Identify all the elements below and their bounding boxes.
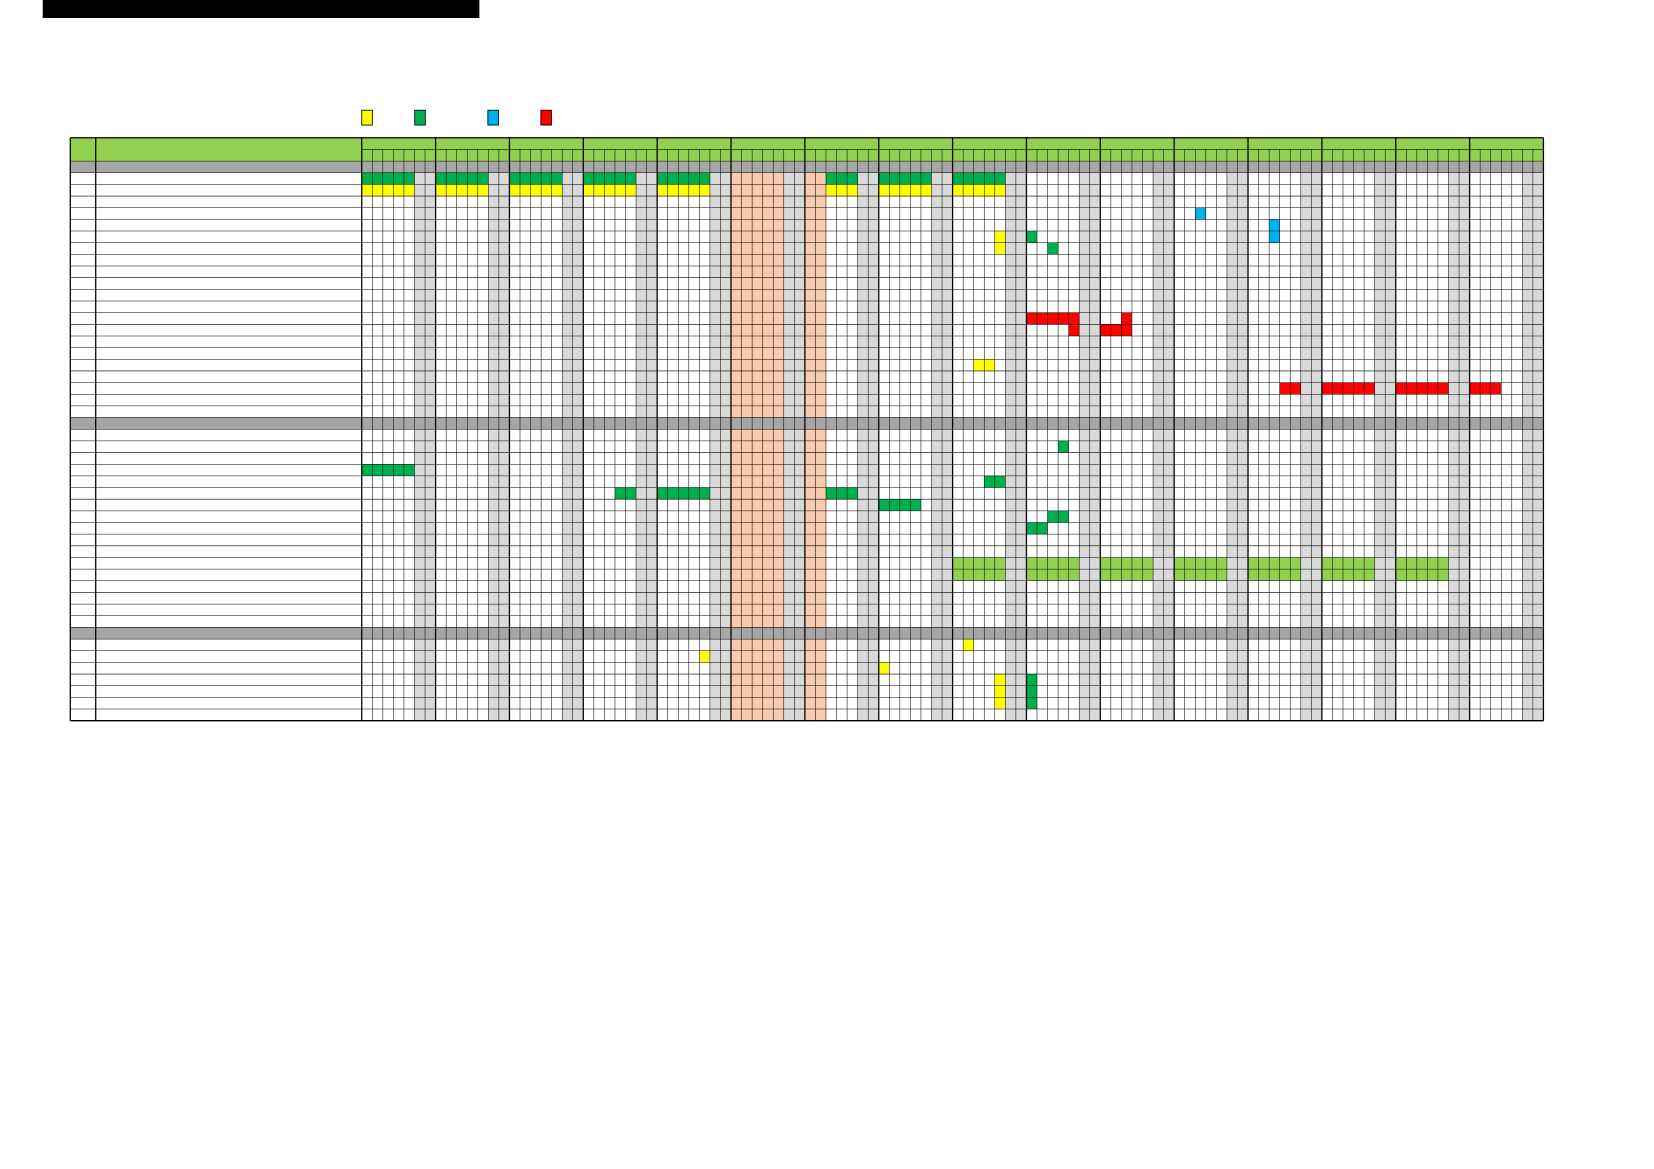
legend-swatch	[540, 109, 552, 126]
schedule-cell	[657, 172, 710, 185]
schedule-cell	[825, 184, 858, 197]
holiday-column	[731, 172, 784, 418]
schedule-cell	[435, 172, 489, 185]
schedule-cell	[963, 639, 974, 651]
schedule-cell	[657, 487, 710, 500]
schedule-cell	[361, 464, 415, 476]
schedule-cell	[1100, 324, 1132, 336]
schedule-cell	[952, 172, 1006, 185]
schedule-cell	[657, 184, 710, 197]
holiday-column	[731, 639, 784, 721]
schedule-cell	[825, 172, 858, 185]
schedule-cell	[1058, 440, 1069, 453]
schedule-cell	[1026, 674, 1037, 710]
holiday-column	[731, 429, 784, 628]
schedule-cell	[699, 650, 710, 663]
schedule-cell	[1026, 312, 1080, 325]
schedule-cell	[878, 184, 932, 197]
schedule-cell	[1068, 324, 1080, 336]
schedule-cell	[878, 172, 932, 185]
schedule-cell	[1395, 382, 1449, 395]
legend-swatch	[361, 109, 373, 126]
legend-swatch	[414, 109, 426, 126]
schedule-grid	[69, 137, 1545, 722]
schedule-cell	[1195, 207, 1206, 220]
schedule-cell	[1121, 312, 1132, 325]
section-row	[70, 417, 1544, 430]
schedule-cell	[1026, 231, 1037, 243]
schedule-cell	[878, 662, 890, 675]
schedule-cell	[1047, 242, 1059, 255]
schedule-cell	[994, 674, 1006, 710]
schedule-cell	[583, 172, 637, 185]
legend-swatch	[487, 109, 499, 126]
schedule-cell	[361, 172, 415, 185]
schedule-cell	[1469, 382, 1502, 395]
schedule-cell	[825, 487, 858, 500]
schedule-cell	[509, 184, 563, 197]
section-row	[70, 627, 1544, 640]
schedule-cell	[435, 184, 489, 197]
section-row	[70, 161, 1544, 173]
schedule-cell	[583, 184, 637, 197]
schedule-cell	[361, 184, 415, 197]
redacted-title	[42, 0, 480, 19]
schedule-cell	[952, 184, 1006, 197]
schedule-cell	[509, 172, 563, 185]
schedule-cell	[1321, 382, 1375, 395]
